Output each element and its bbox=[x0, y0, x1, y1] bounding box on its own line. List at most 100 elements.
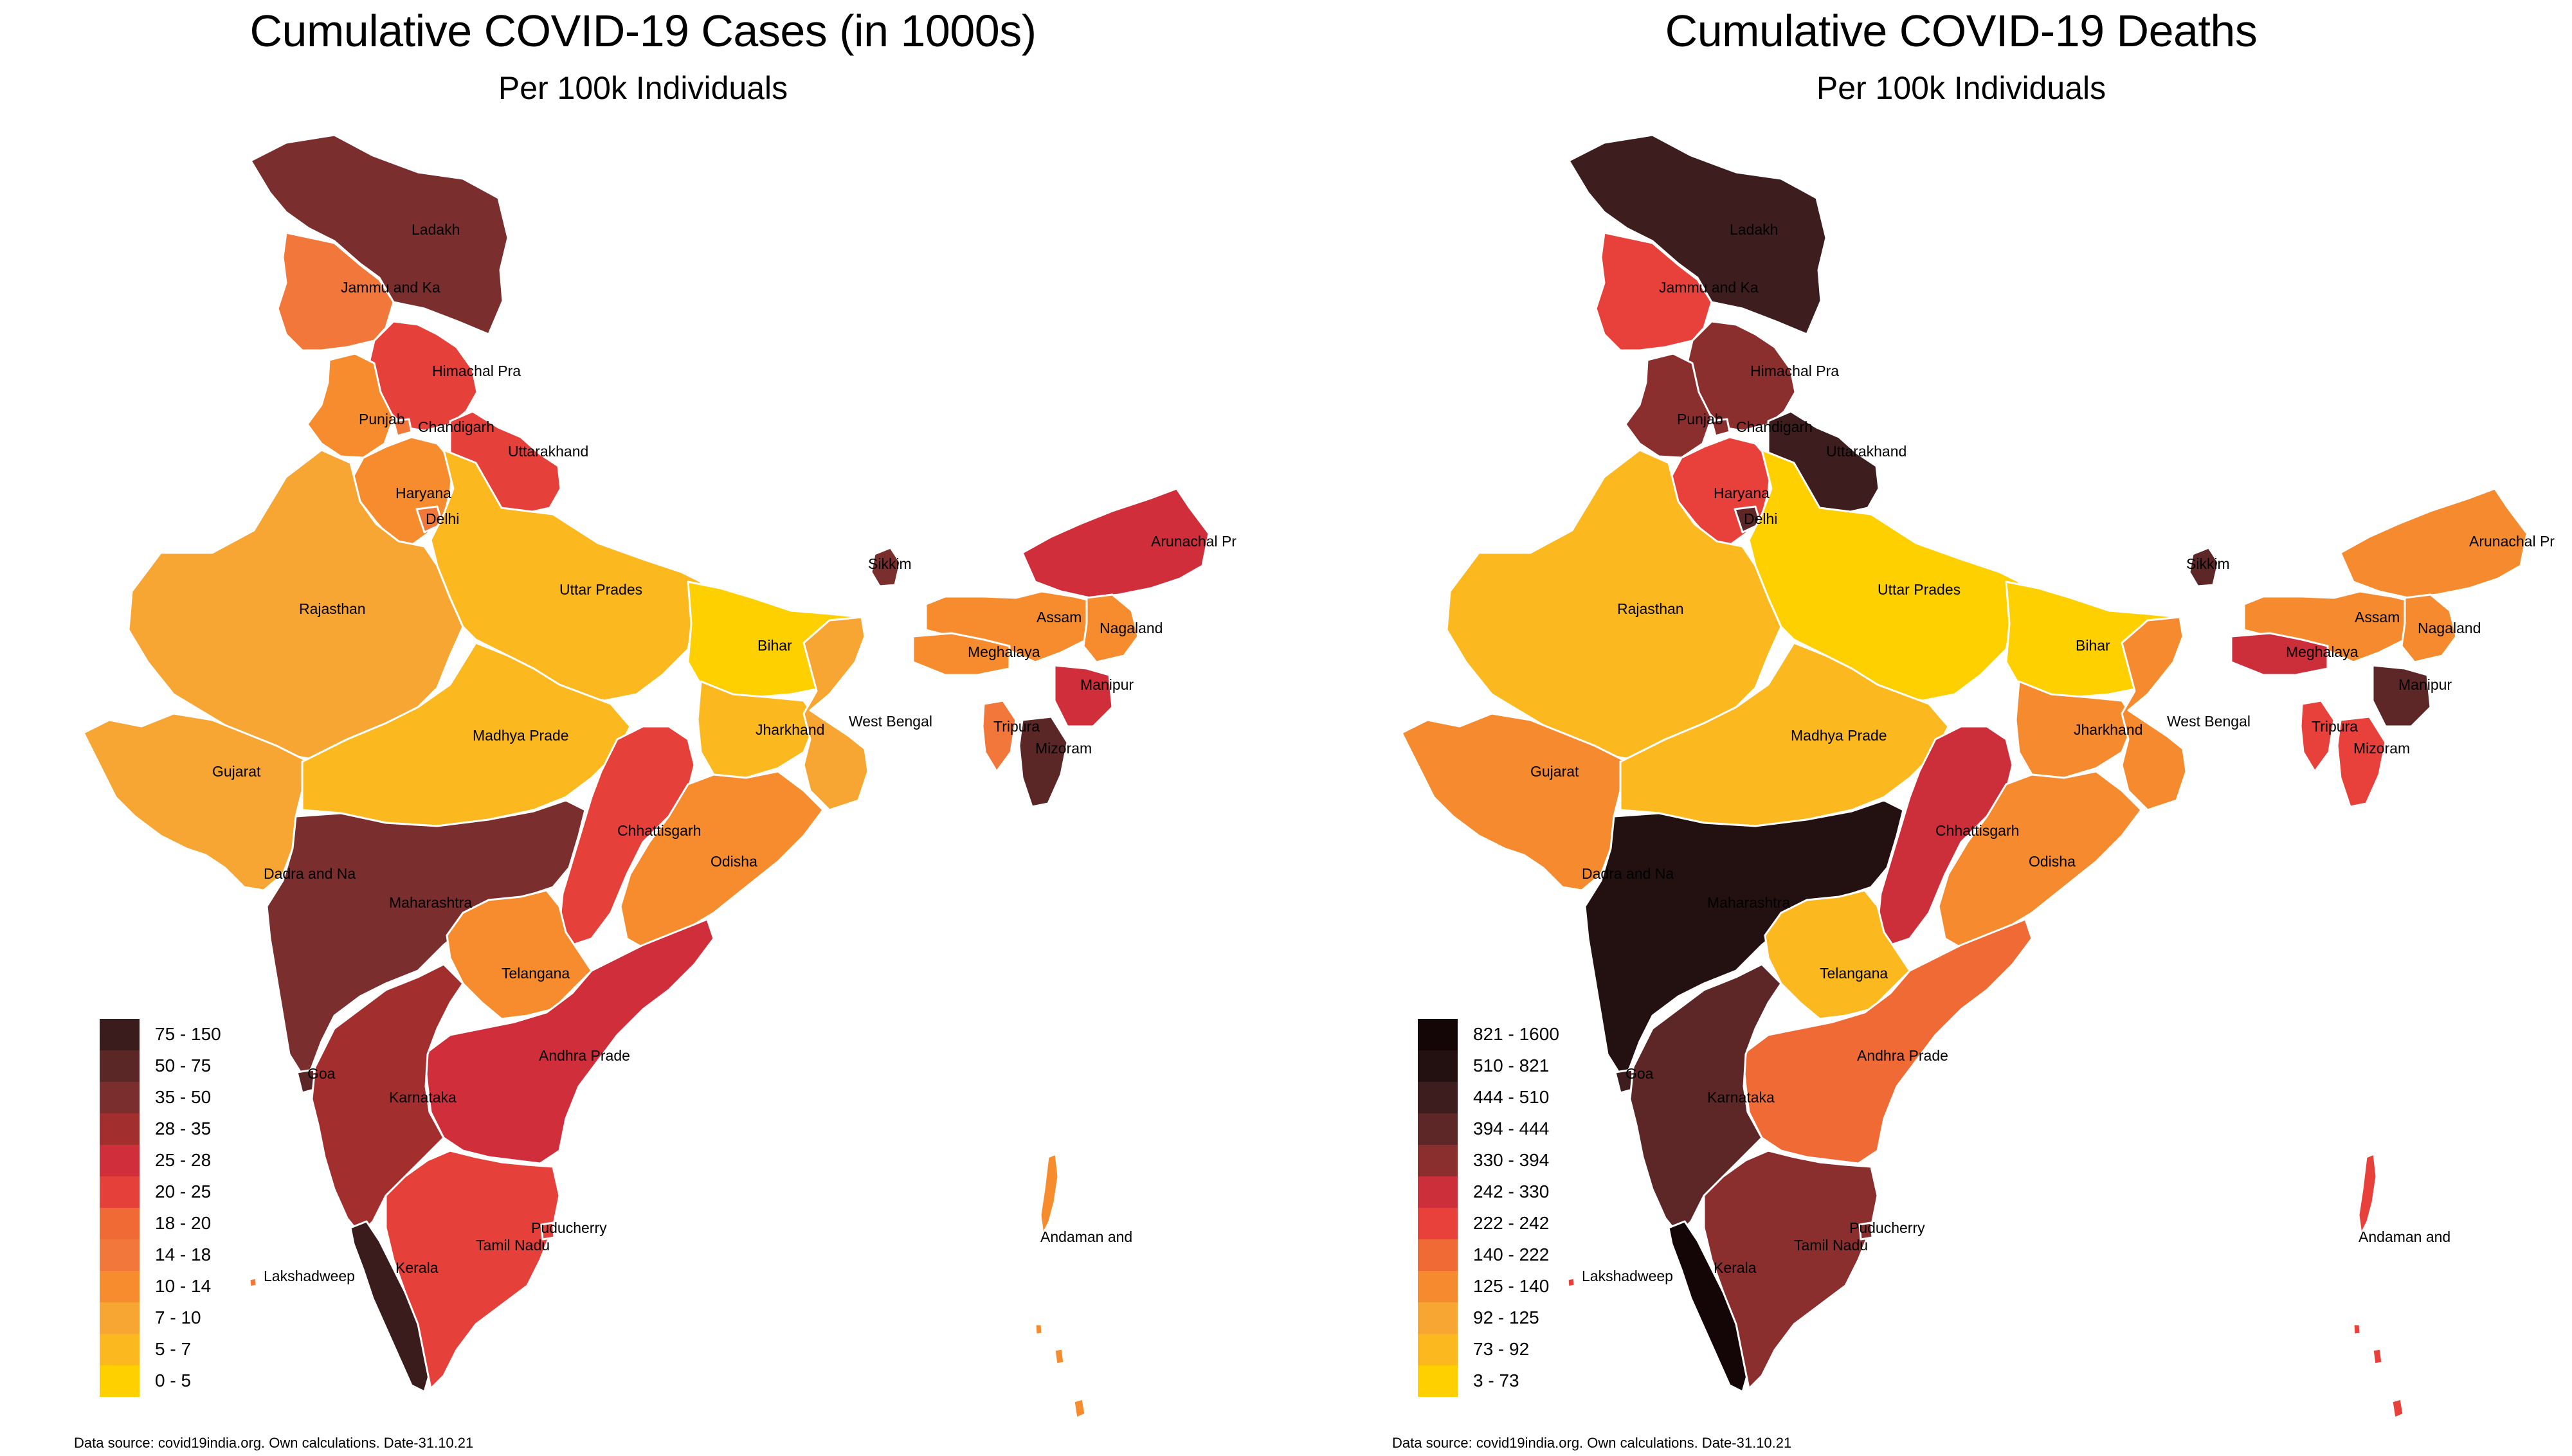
cases-region-puducherry bbox=[540, 1221, 556, 1241]
deaths-region-telangana bbox=[1764, 889, 1911, 1020]
deaths-label-bihar: Bihar bbox=[2076, 637, 2110, 654]
cases-legend-swatch bbox=[100, 1050, 140, 1082]
deaths-label-kerala: Kerala bbox=[1714, 1259, 1757, 1276]
deaths-region-nagaland bbox=[2400, 593, 2458, 663]
deaths-region-karnataka bbox=[1629, 963, 1782, 1236]
deaths-label-tn: Tamil Nadu bbox=[1794, 1237, 1868, 1254]
cases-label-goa: Goa bbox=[307, 1065, 336, 1082]
deaths-region-meghalaya bbox=[2230, 632, 2329, 676]
deaths-legend-label: 3 - 73 bbox=[1473, 1371, 1519, 1390]
cases-map-subtitle: Per 100k Individuals bbox=[498, 70, 788, 106]
deaths-label-puducherry: Puducherry bbox=[1849, 1219, 1925, 1236]
cases-map-panel: Cumulative COVID-19 Cases (in 1000s) Per… bbox=[74, 6, 1236, 1451]
deaths-legend-label: 73 - 92 bbox=[1473, 1339, 1530, 1359]
deaths-label-chhattisgarh: Chhattisgarh bbox=[1935, 822, 2019, 839]
cases-label-bihar: Bihar bbox=[757, 637, 792, 654]
cases-legend-label: 0 - 5 bbox=[155, 1371, 192, 1390]
deaths-label-tripura: Tripura bbox=[2312, 718, 2358, 735]
cases-india-map: Ladakh Jammu and Ka Himachal Pra Punjab Chan… bbox=[82, 134, 1236, 1419]
cases-label-tripura: Tripura bbox=[993, 718, 1040, 735]
deaths-legend-label: 92 - 125 bbox=[1473, 1308, 1539, 1327]
cases-legend-swatch bbox=[100, 1302, 140, 1334]
deaths-label-punjab: Punjab bbox=[1677, 411, 1723, 427]
deaths-label-up: Uttar Prades bbox=[1878, 581, 1961, 598]
deaths-region-ap bbox=[1741, 918, 2033, 1165]
deaths-region-kerala bbox=[1667, 1220, 1750, 1393]
cases-label-karnataka: Karnataka bbox=[389, 1089, 457, 1106]
cases-legend-label: 28 - 35 bbox=[155, 1119, 212, 1138]
cases-label-punjab: Punjab bbox=[359, 411, 405, 427]
cases-label-chhattisgarh: Chhattisgarh bbox=[617, 822, 701, 839]
cases-legend-label: 14 - 18 bbox=[155, 1245, 212, 1264]
cases-label-uttarakhand: Uttarakhand bbox=[508, 443, 588, 460]
deaths-region-ladakh bbox=[1568, 134, 1827, 336]
deaths-label-mp: Madhya Prade bbox=[1791, 727, 1887, 744]
cases-legend-label: 10 - 14 bbox=[155, 1276, 212, 1296]
deaths-map-subtitle: Per 100k Individuals bbox=[1816, 70, 2106, 106]
deaths-label-andaman: Andaman and bbox=[2359, 1228, 2450, 1245]
cases-data-source: Data source: covid19india.org. Own calcu… bbox=[74, 1435, 474, 1451]
deaths-label-lakshadweep: Lakshadweep bbox=[1582, 1268, 1673, 1284]
cases-label-gujarat: Gujarat bbox=[212, 763, 261, 780]
cases-label-dadra: Dadra and Na bbox=[264, 865, 356, 882]
deaths-region-jharkhand bbox=[2015, 680, 2136, 779]
cases-label-tn: Tamil Nadu bbox=[476, 1237, 550, 1254]
deaths-legend-label: 821 - 1600 bbox=[1473, 1024, 1559, 1044]
deaths-region-maharashtra bbox=[1584, 799, 1905, 1081]
deaths-label-sikkim: Sikkim bbox=[2186, 555, 2230, 572]
deaths-legend-swatch bbox=[1418, 1271, 1458, 1302]
deaths-label-goa: Goa bbox=[1626, 1065, 1654, 1082]
cases-legend-swatch bbox=[100, 1082, 140, 1113]
deaths-label-nagaland: Nagaland bbox=[2418, 620, 2481, 636]
deaths-india-map: Ladakh Jammu and Ka Himachal Pra Punjab Chan… bbox=[1400, 134, 2555, 1419]
deaths-label-manipur: Manipur bbox=[2398, 676, 2452, 693]
deaths-region-tripura bbox=[2299, 699, 2335, 773]
deaths-region-wb bbox=[2121, 616, 2187, 811]
cases-label-ladakh: Ladakh bbox=[412, 221, 460, 238]
cases-label-hp: Himachal Pra bbox=[432, 363, 521, 379]
cases-label-ap: Andhra Prade bbox=[539, 1047, 630, 1064]
cases-region-sikkim bbox=[870, 546, 901, 588]
cases-region-rajasthan bbox=[127, 449, 464, 760]
cases-region-mizoram bbox=[1018, 715, 1069, 808]
deaths-legend-swatch bbox=[1418, 1239, 1458, 1271]
cases-region-kerala bbox=[349, 1220, 432, 1393]
deaths-label-ap: Andhra Prade bbox=[1857, 1047, 1948, 1064]
cases-legend-swatch bbox=[100, 1176, 140, 1208]
deaths-legend-swatch bbox=[1418, 1145, 1458, 1176]
cases-region-karnataka bbox=[311, 963, 464, 1236]
cases-legend-label: 5 - 7 bbox=[155, 1339, 192, 1359]
deaths-legend-label: 510 - 821 bbox=[1473, 1056, 1550, 1075]
cases-label-chandigarh: Chandigarh bbox=[418, 418, 494, 435]
cases-region-maharashtra bbox=[266, 799, 586, 1081]
deaths-legend-swatch bbox=[1418, 1176, 1458, 1208]
deaths-region-sikkim bbox=[2188, 546, 2220, 588]
deaths-label-karnataka: Karnataka bbox=[1707, 1089, 1775, 1106]
cases-label-assam: Assam bbox=[1037, 609, 1082, 625]
cases-legend-swatch bbox=[100, 1208, 140, 1239]
deaths-label-rajasthan: Rajasthan bbox=[1617, 600, 1684, 617]
deaths-legend-label: 394 - 444 bbox=[1473, 1119, 1550, 1138]
cases-label-haryana: Haryana bbox=[395, 485, 451, 501]
deaths-region-mizoram bbox=[2336, 715, 2387, 808]
deaths-label-wb: West Bengal bbox=[2167, 713, 2250, 730]
cases-legend-swatch bbox=[100, 1365, 140, 1397]
deaths-legend-label: 140 - 222 bbox=[1473, 1245, 1550, 1264]
cases-region-tn bbox=[385, 1149, 561, 1390]
deaths-label-maharashtra: Maharashtra bbox=[1707, 894, 1790, 911]
cases-legend-label: 75 - 150 bbox=[155, 1024, 221, 1044]
deaths-region-andaman bbox=[2352, 1153, 2405, 1419]
cases-label-nagaland: Nagaland bbox=[1100, 620, 1163, 636]
deaths-legend-swatch bbox=[1418, 1365, 1458, 1397]
deaths-region-tn bbox=[1703, 1149, 1879, 1390]
cases-legend-label: 35 - 50 bbox=[155, 1087, 212, 1107]
cases-label-sikkim: Sikkim bbox=[868, 555, 912, 572]
deaths-region-odisha bbox=[1937, 770, 2142, 953]
cases-label-jk: Jammu and Ka bbox=[341, 279, 440, 296]
cases-legend-swatch bbox=[100, 1334, 140, 1365]
cases-region-arunachal bbox=[1021, 487, 1210, 599]
cases-region-chhattisgarh bbox=[558, 725, 696, 946]
deaths-region-puducherry bbox=[1858, 1221, 1874, 1241]
cases-legend-label: 18 - 20 bbox=[155, 1213, 212, 1233]
deaths-region-arunachal bbox=[2339, 487, 2528, 599]
